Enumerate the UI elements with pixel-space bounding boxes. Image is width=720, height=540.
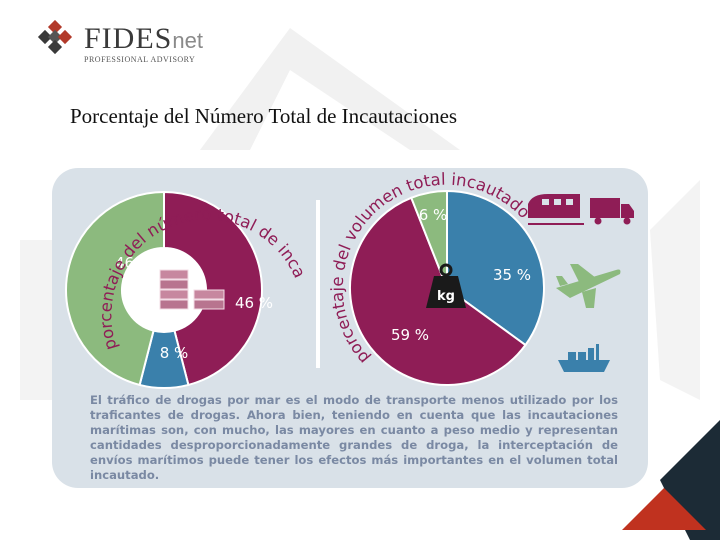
watermark-shape-right bbox=[650, 180, 700, 400]
pie-seizures-label-2: 46 % bbox=[115, 254, 153, 272]
watermark-shape-left bbox=[20, 240, 60, 400]
logo-wordmark: FIDESnet bbox=[84, 22, 203, 56]
pie-volume-label-2: 6 % bbox=[419, 206, 448, 224]
kg-weight-icon: kg bbox=[426, 263, 466, 308]
fides-logo: FIDESnet PROFESSIONAL ADVISORY bbox=[36, 18, 236, 70]
pie-volume-slice-2 bbox=[409, 189, 448, 289]
watermark-shape-top bbox=[200, 28, 460, 150]
infographic-charts: 46 %8 %46 % 35 %59 %6 % porcentaje del n… bbox=[52, 168, 634, 389]
slide-title: Porcentaje del Número Total de Incautaci… bbox=[70, 104, 458, 128]
logo-tagline: PROFESSIONAL ADVISORY bbox=[84, 55, 196, 64]
pie-volume-label-1: 59 % bbox=[391, 326, 429, 344]
train-icon bbox=[528, 194, 584, 225]
description-text: El tráfico de drogas por mar es el modo … bbox=[90, 393, 618, 482]
ship-icon bbox=[558, 344, 610, 372]
airplane-icon bbox=[556, 264, 621, 308]
logo-diamond-icon bbox=[37, 20, 73, 55]
containers-icon bbox=[159, 269, 225, 310]
pie-seizures-label-0: 46 % bbox=[235, 294, 273, 312]
logo-name: FIDES bbox=[84, 22, 173, 55]
pie-volume-slice-0 bbox=[446, 189, 545, 347]
logo-suffix: net bbox=[172, 28, 203, 53]
pie-volume-label-0: 35 % bbox=[493, 266, 531, 284]
truck-icon bbox=[590, 198, 634, 225]
infographic-panel: 46 % 8 % 46 % 35 % 59 % 6 % porcentaje del n… bbox=[52, 168, 648, 488]
svg-text:kg: kg bbox=[437, 289, 455, 304]
pie-seizures-label-1: 8 % bbox=[160, 344, 189, 362]
